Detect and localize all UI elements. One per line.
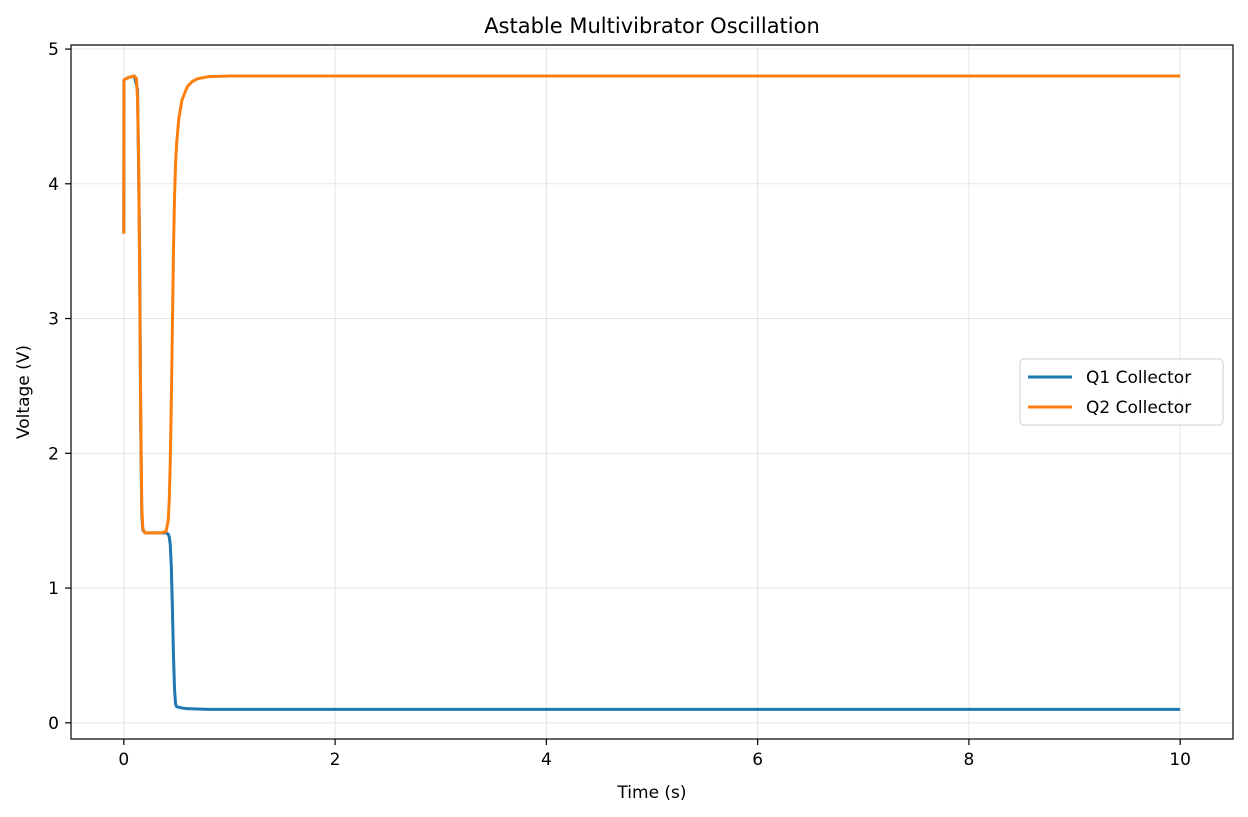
y-tick-label: 5 — [48, 40, 59, 60]
x-tick-label: 0 — [118, 750, 129, 770]
y-tick-label: 2 — [48, 444, 59, 464]
series-line-2 — [122, 74, 1181, 535]
x-tick-label: 8 — [963, 750, 974, 770]
y-tick-label: 4 — [48, 175, 59, 195]
plot-frame — [70, 44, 1234, 740]
chart-title: Astable Multivibrator Oscillation — [484, 14, 820, 38]
x-tick-label: 6 — [752, 750, 763, 770]
y-tick-label: 1 — [48, 579, 59, 599]
x-tick-label: 10 — [1169, 750, 1191, 770]
series-layer — [122, 74, 1181, 711]
y-axis-title: Voltage (V) — [14, 345, 34, 439]
x-tick-label: 2 — [330, 750, 341, 770]
ticks: 0 2 4 6 8 10 0 1 2 3 4 5 — [48, 40, 1191, 770]
x-tick-label: 4 — [541, 750, 552, 770]
y-tick-label: 0 — [48, 714, 59, 734]
grid — [71, 45, 1233, 739]
legend-label-2: Q2 Collector — [1086, 398, 1191, 418]
legend: Q1 Collector Q2 Collector — [1019, 358, 1224, 426]
y-tick-label: 3 — [48, 310, 59, 330]
x-axis-title: Time (s) — [616, 783, 686, 803]
legend-label-1: Q1 Collector — [1086, 368, 1191, 388]
